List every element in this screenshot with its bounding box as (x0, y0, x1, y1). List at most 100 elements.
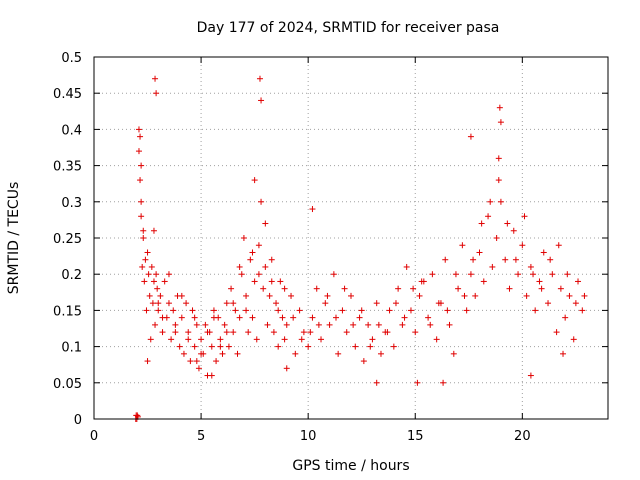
data-point (547, 256, 554, 263)
data-point (223, 329, 230, 336)
data-point (223, 300, 230, 307)
data-point (356, 314, 363, 321)
data-point (523, 292, 530, 299)
data-point (240, 235, 247, 241)
data-point (392, 300, 399, 307)
data-point (191, 314, 198, 321)
data-point (191, 343, 198, 350)
data-point (360, 358, 367, 365)
data-point (262, 220, 269, 227)
data-point (570, 336, 577, 343)
y-tick-label: 0.15 (53, 304, 82, 319)
data-point (208, 343, 215, 350)
y-tick-label: 0.3 (61, 196, 82, 211)
data-point (255, 242, 262, 249)
data-point (495, 155, 502, 162)
data-point (572, 300, 579, 307)
data-point (249, 314, 256, 321)
data-point (333, 314, 340, 321)
data-point (255, 271, 262, 278)
data-point (418, 278, 425, 285)
data-point (307, 329, 314, 336)
data-point (532, 307, 539, 314)
data-point (579, 307, 586, 314)
data-point (416, 292, 423, 299)
data-point (384, 329, 391, 336)
data-point (213, 358, 220, 365)
data-point (138, 198, 145, 205)
data-point (161, 278, 168, 285)
data-point (264, 321, 271, 328)
data-point (467, 133, 474, 140)
data-point (217, 336, 224, 343)
data-point (208, 372, 215, 379)
data-point (195, 365, 202, 372)
data-point (373, 300, 380, 307)
data-point (281, 285, 288, 292)
data-point (412, 329, 419, 336)
grid (94, 57, 608, 419)
data-point (395, 285, 402, 292)
data-point (178, 314, 185, 321)
data-point (429, 271, 436, 278)
data-point (538, 285, 545, 292)
data-point (178, 292, 185, 299)
data-point (427, 321, 434, 328)
data-point (180, 350, 187, 357)
data-point (373, 379, 380, 386)
data-point (268, 256, 275, 263)
data-point (260, 285, 267, 292)
series-points (132, 75, 588, 422)
data-point (247, 256, 254, 263)
data-point (450, 350, 457, 357)
data-point (298, 336, 305, 343)
data-point (185, 329, 192, 336)
data-point (496, 104, 503, 111)
data-point (527, 263, 534, 270)
data-point (564, 271, 571, 278)
data-point (350, 321, 357, 328)
data-point (230, 329, 237, 336)
data-point (403, 263, 410, 270)
data-point (309, 314, 316, 321)
data-point (566, 292, 573, 299)
data-point (480, 278, 487, 285)
y-tick-label: 0 (74, 413, 82, 428)
data-point (134, 412, 141, 419)
data-point (152, 75, 159, 82)
data-point (365, 321, 372, 328)
data-point (536, 278, 543, 285)
data-point (172, 321, 179, 328)
data-point (401, 314, 408, 321)
data-point (243, 307, 250, 314)
data-point (170, 307, 177, 314)
data-point (251, 278, 258, 285)
data-point (145, 271, 152, 278)
data-point (183, 300, 190, 307)
data-point (506, 285, 513, 292)
data-point (545, 300, 552, 307)
data-point (225, 343, 232, 350)
data-point (386, 307, 393, 314)
data-point (472, 292, 479, 299)
data-point (137, 177, 144, 184)
data-point (313, 285, 320, 292)
data-point (245, 329, 252, 336)
data-point (210, 314, 217, 321)
data-point (377, 350, 384, 357)
data-point (135, 148, 142, 155)
data-point (288, 292, 295, 299)
data-point (487, 198, 494, 205)
data-point (268, 278, 275, 285)
data-point (135, 126, 142, 133)
data-point (527, 372, 534, 379)
data-point (138, 213, 145, 220)
y-tick-label: 0.5 (61, 51, 82, 66)
data-point (168, 336, 175, 343)
data-point (154, 285, 161, 292)
data-point (478, 220, 485, 227)
data-point (219, 350, 226, 357)
data-point (142, 256, 149, 263)
data-point (149, 300, 156, 307)
data-point (217, 343, 224, 350)
